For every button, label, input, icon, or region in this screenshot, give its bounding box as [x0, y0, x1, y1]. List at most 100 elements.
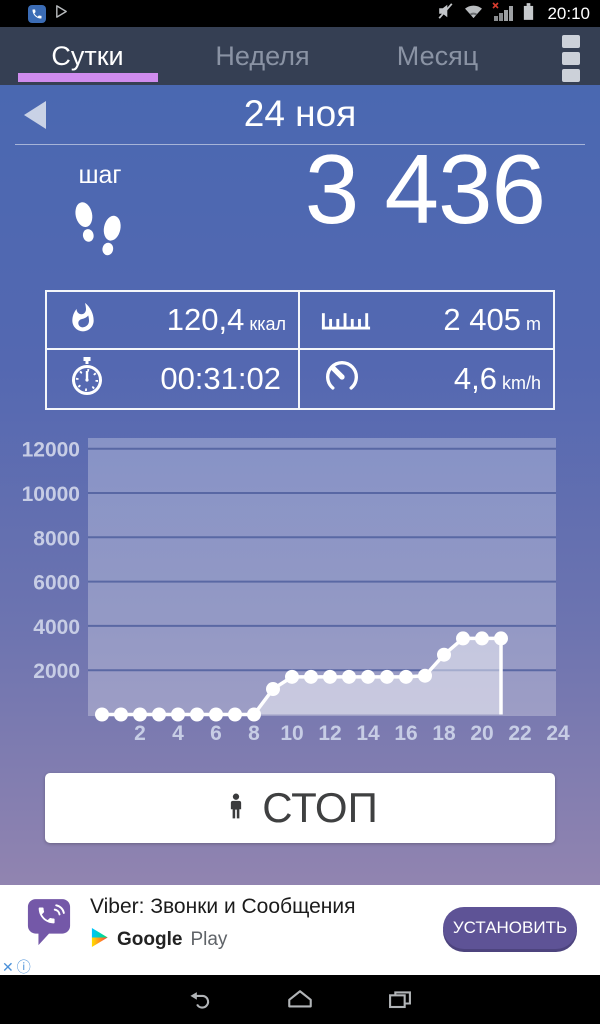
- google-play-badge: Google Play: [90, 927, 227, 953]
- chart-y-tick-label: 4000: [33, 616, 80, 639]
- stop-button[interactable]: СТОП: [45, 773, 555, 843]
- chart-y-tick-label: 2000: [33, 660, 80, 683]
- chart-x-tick-label: 14: [356, 722, 380, 745]
- clock: 20:10: [547, 3, 590, 23]
- chart-data-point: [418, 668, 432, 683]
- chart-x-tick-label: 8: [248, 722, 260, 745]
- chart-data-point: [95, 707, 109, 722]
- chart-data-point: [247, 707, 261, 722]
- duration-unit: [281, 375, 286, 384]
- chart-data-point: [342, 669, 356, 684]
- calories-unit: ккал: [249, 314, 286, 334]
- install-button[interactable]: УСТАНОВИТЬ: [443, 907, 577, 949]
- status-bar: 20:10: [0, 0, 600, 27]
- viber-notification-icon: [28, 4, 46, 23]
- chart-data-point: [323, 669, 337, 684]
- chart-data-point: [437, 647, 451, 662]
- chart-data-point: [152, 707, 166, 722]
- stat-duration: 00:31:02: [47, 350, 300, 408]
- ad-title: Viber: Звонки и Сообщения: [90, 895, 356, 918]
- back-button[interactable]: [185, 985, 215, 1015]
- distance-value: 2 405: [443, 302, 521, 337]
- chart-data-point: [304, 669, 318, 684]
- battery-icon: [522, 2, 535, 26]
- steps-summary: шаг 3 436: [0, 134, 600, 282]
- chart-y-tick-label: 12000: [22, 439, 80, 462]
- chart-x-tick-label: 16: [394, 722, 417, 745]
- home-button[interactable]: [285, 985, 315, 1015]
- chart-x-tick-label: 18: [432, 722, 456, 745]
- speedometer-icon: [320, 356, 364, 403]
- chart-data-point: [456, 631, 470, 646]
- chart-x-tick-label: 2: [134, 722, 146, 745]
- steps-count: 3 436: [304, 134, 546, 244]
- overflow-menu-icon[interactable]: [560, 33, 582, 84]
- chart-y-tick-label: 8000: [33, 527, 80, 550]
- signal-no-service-icon: [492, 1, 514, 26]
- stop-button-label: СТОП: [262, 784, 378, 831]
- chart-x-tick-label: 4: [172, 722, 184, 745]
- chart-data-point: [285, 669, 299, 684]
- chart-data-point: [209, 707, 223, 722]
- tab-day[interactable]: Сутки: [0, 27, 175, 85]
- date-navigation: 24 ноя: [0, 85, 600, 145]
- tab-month[interactable]: Месяц: [350, 27, 525, 85]
- tab-month-label: Месяц: [396, 40, 479, 71]
- chart-x-tick-label: 6: [210, 722, 222, 745]
- speed-unit: km/h: [501, 373, 541, 393]
- steps-chart: 2000 4000 6000 8000 10000 12000 2 4 6 8 10 12 14 16 18…: [0, 425, 600, 760]
- chart-data-point: [399, 669, 413, 684]
- steps-label: шаг: [78, 161, 122, 189]
- status-bar-notifications: [6, 4, 69, 24]
- person-icon: [222, 789, 250, 828]
- duration-value: 00:31:02: [160, 361, 281, 396]
- date-title: 24 ноя: [243, 93, 357, 134]
- previous-day-button[interactable]: [24, 101, 46, 129]
- flame-icon: [67, 300, 99, 341]
- chart-data-point: [361, 669, 375, 684]
- chart-data-point: [171, 707, 185, 722]
- speed-value: 4,6: [453, 361, 497, 396]
- tab-day-label: Сутки: [51, 40, 124, 71]
- stopwatch-icon: [67, 356, 107, 403]
- chart-x-tick-label: 22: [508, 722, 531, 745]
- ad-info-icon[interactable]: ⓘ: [16, 959, 31, 975]
- chart-x-tick-label: 10: [280, 722, 303, 745]
- chart-data-point: [190, 707, 204, 722]
- tab-week-label: Неделя: [215, 40, 310, 71]
- tab-week[interactable]: Неделя: [175, 27, 350, 85]
- store-name-google: Google: [117, 929, 183, 950]
- chart-data-point: [133, 707, 147, 722]
- calories-value: 120,4: [166, 302, 245, 337]
- ad-banner[interactable]: Viber: Звонки и Сообщения Google Play УС…: [0, 885, 600, 975]
- chart-y-tick-label: 10000: [22, 483, 80, 506]
- chart-data-point: [114, 707, 128, 722]
- chart-data-point: [266, 682, 280, 697]
- ad-close-icon[interactable]: ✕: [2, 959, 14, 975]
- status-bar-indicators: 20:10: [436, 1, 594, 26]
- chart-data-point: [380, 669, 394, 684]
- stat-speed: 4,6 km/h: [300, 350, 553, 408]
- chart-data-point: [228, 707, 242, 722]
- chart-y-tick-label: 6000: [33, 572, 80, 595]
- chart-data-point: [475, 631, 489, 646]
- stat-calories: 120,4 ккал: [47, 292, 300, 350]
- chart-x-tick-label: 24: [546, 722, 570, 745]
- distance-unit: m: [526, 314, 541, 334]
- chart-x-tick-label: 20: [470, 722, 493, 745]
- active-tab-indicator: [18, 73, 158, 82]
- viber-app-icon: [26, 896, 72, 957]
- adchoices: ✕ ⓘ: [2, 960, 31, 974]
- wifi-icon: [463, 3, 484, 24]
- chart-x-tick-label: 12: [318, 722, 341, 745]
- recent-apps-button[interactable]: [385, 985, 415, 1015]
- footprints-icon: [70, 193, 128, 268]
- store-name-play: Play: [190, 929, 228, 950]
- tab-bar: Сутки Неделя Месяц: [0, 27, 600, 85]
- ruler-icon: [320, 305, 372, 336]
- android-navigation-bar: [0, 975, 600, 1024]
- play-store-notification-icon: [54, 4, 69, 24]
- stats-grid: 120,4 ккал 2 405 m: [45, 290, 555, 410]
